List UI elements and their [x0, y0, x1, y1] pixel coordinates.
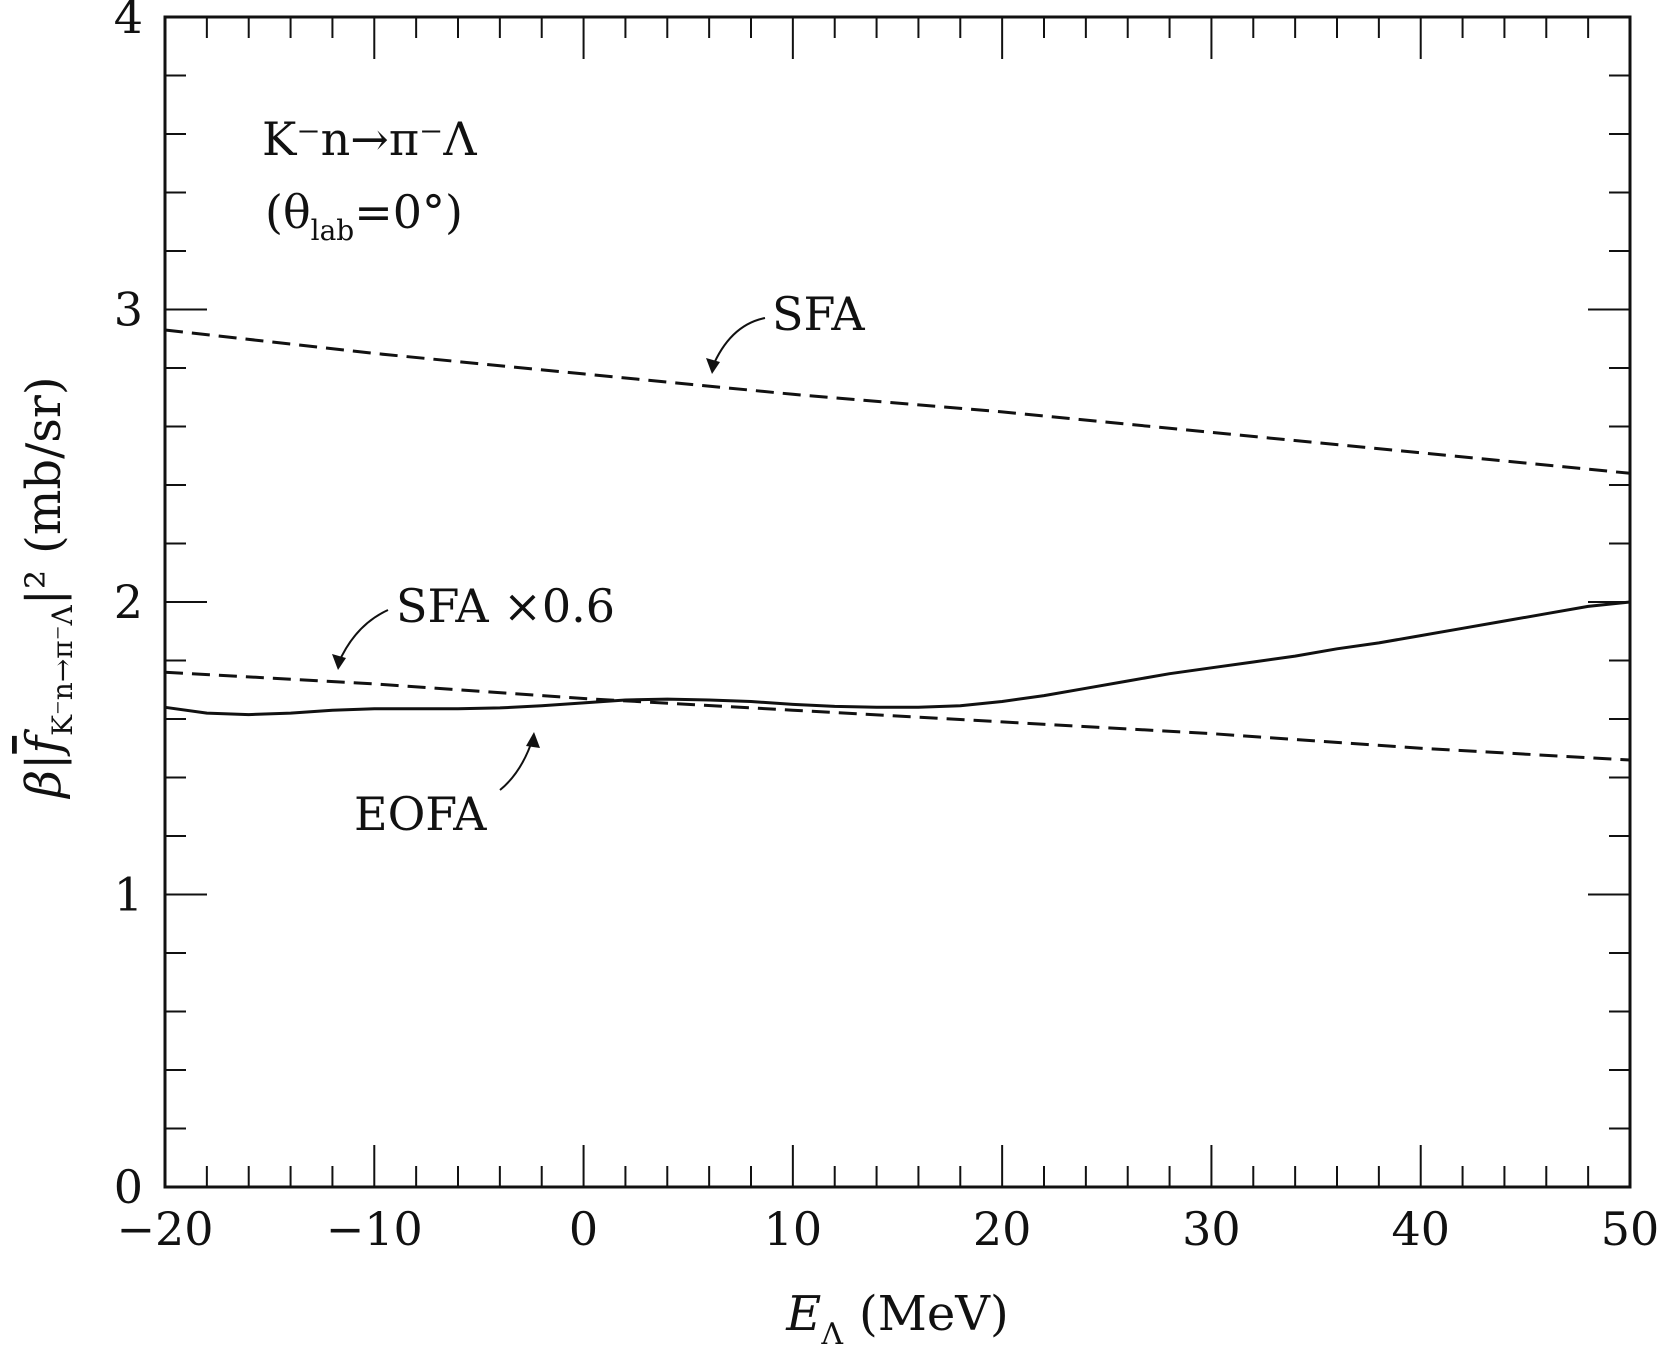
x-tick-label: 40 — [1391, 1202, 1450, 1256]
x-tick-label: −20 — [116, 1202, 213, 1256]
series-line-1 — [164, 670, 1631, 762]
y-tick-label: 2 — [114, 575, 143, 629]
series-line-2 — [164, 600, 1631, 717]
x-tick-label: 20 — [973, 1202, 1032, 1256]
tick-labels: −20 −10 0 10 20 30 40 50 0 1 2 3 4 — [114, 0, 1660, 1256]
y-axis-title-group: β|fK⁻n→π⁻Λ|²(mb/sr) — [16, 376, 79, 799]
x-tick-label: 10 — [764, 1202, 823, 1256]
y-axis-title: β|fK⁻n→π⁻Λ|²(mb/sr) — [16, 376, 79, 799]
y-tick-label: 3 — [114, 283, 143, 337]
x-axis-sub: Λ — [820, 1317, 843, 1351]
plot-frame — [163, 15, 1632, 1189]
y-tick-label: 1 — [114, 868, 143, 922]
sfa-label: SFA — [772, 287, 865, 341]
series-line-0 — [164, 328, 1631, 475]
x-axis-title: EΛ (MeV) — [785, 1286, 1008, 1351]
axis-ticks — [164, 16, 1631, 1188]
y-tick-label: 4 — [114, 0, 143, 44]
x-axis-unit: (MeV) — [859, 1286, 1009, 1342]
sfa06-arrow — [337, 609, 389, 665]
y-tick-label: 0 — [114, 1160, 143, 1214]
sfa-arrowhead — [706, 358, 720, 374]
reaction-label: K⁻n→π⁻Λ — [262, 112, 477, 166]
angle-close: =0°) — [354, 185, 463, 239]
x-tick-label: −10 — [326, 1202, 423, 1256]
series-layer — [164, 328, 1631, 762]
x-axis-var: E — [785, 1286, 821, 1342]
eofa-arrowhead — [526, 732, 540, 748]
y-axis-sup: |² — [16, 570, 72, 605]
sfa06-label: SFA ×0.6 — [396, 579, 615, 633]
sfa-arrow — [711, 317, 766, 369]
x-tick-label: 50 — [1601, 1202, 1660, 1256]
eofa-label: EOFA — [354, 787, 487, 841]
sfa06-arrowhead — [332, 654, 346, 670]
x-tick-label: 0 — [569, 1202, 598, 1256]
angle-open: (θ — [265, 185, 311, 239]
y-axis-sub: K⁻n→π⁻Λ — [46, 605, 79, 736]
x-tick-label: 30 — [1182, 1202, 1241, 1256]
angle-label: (θlab=0°) — [265, 185, 463, 247]
y-axis-unit: (mb/sr) — [16, 376, 72, 553]
y-axis-beta: β| — [16, 754, 72, 800]
angle-sub: lab — [311, 214, 355, 247]
